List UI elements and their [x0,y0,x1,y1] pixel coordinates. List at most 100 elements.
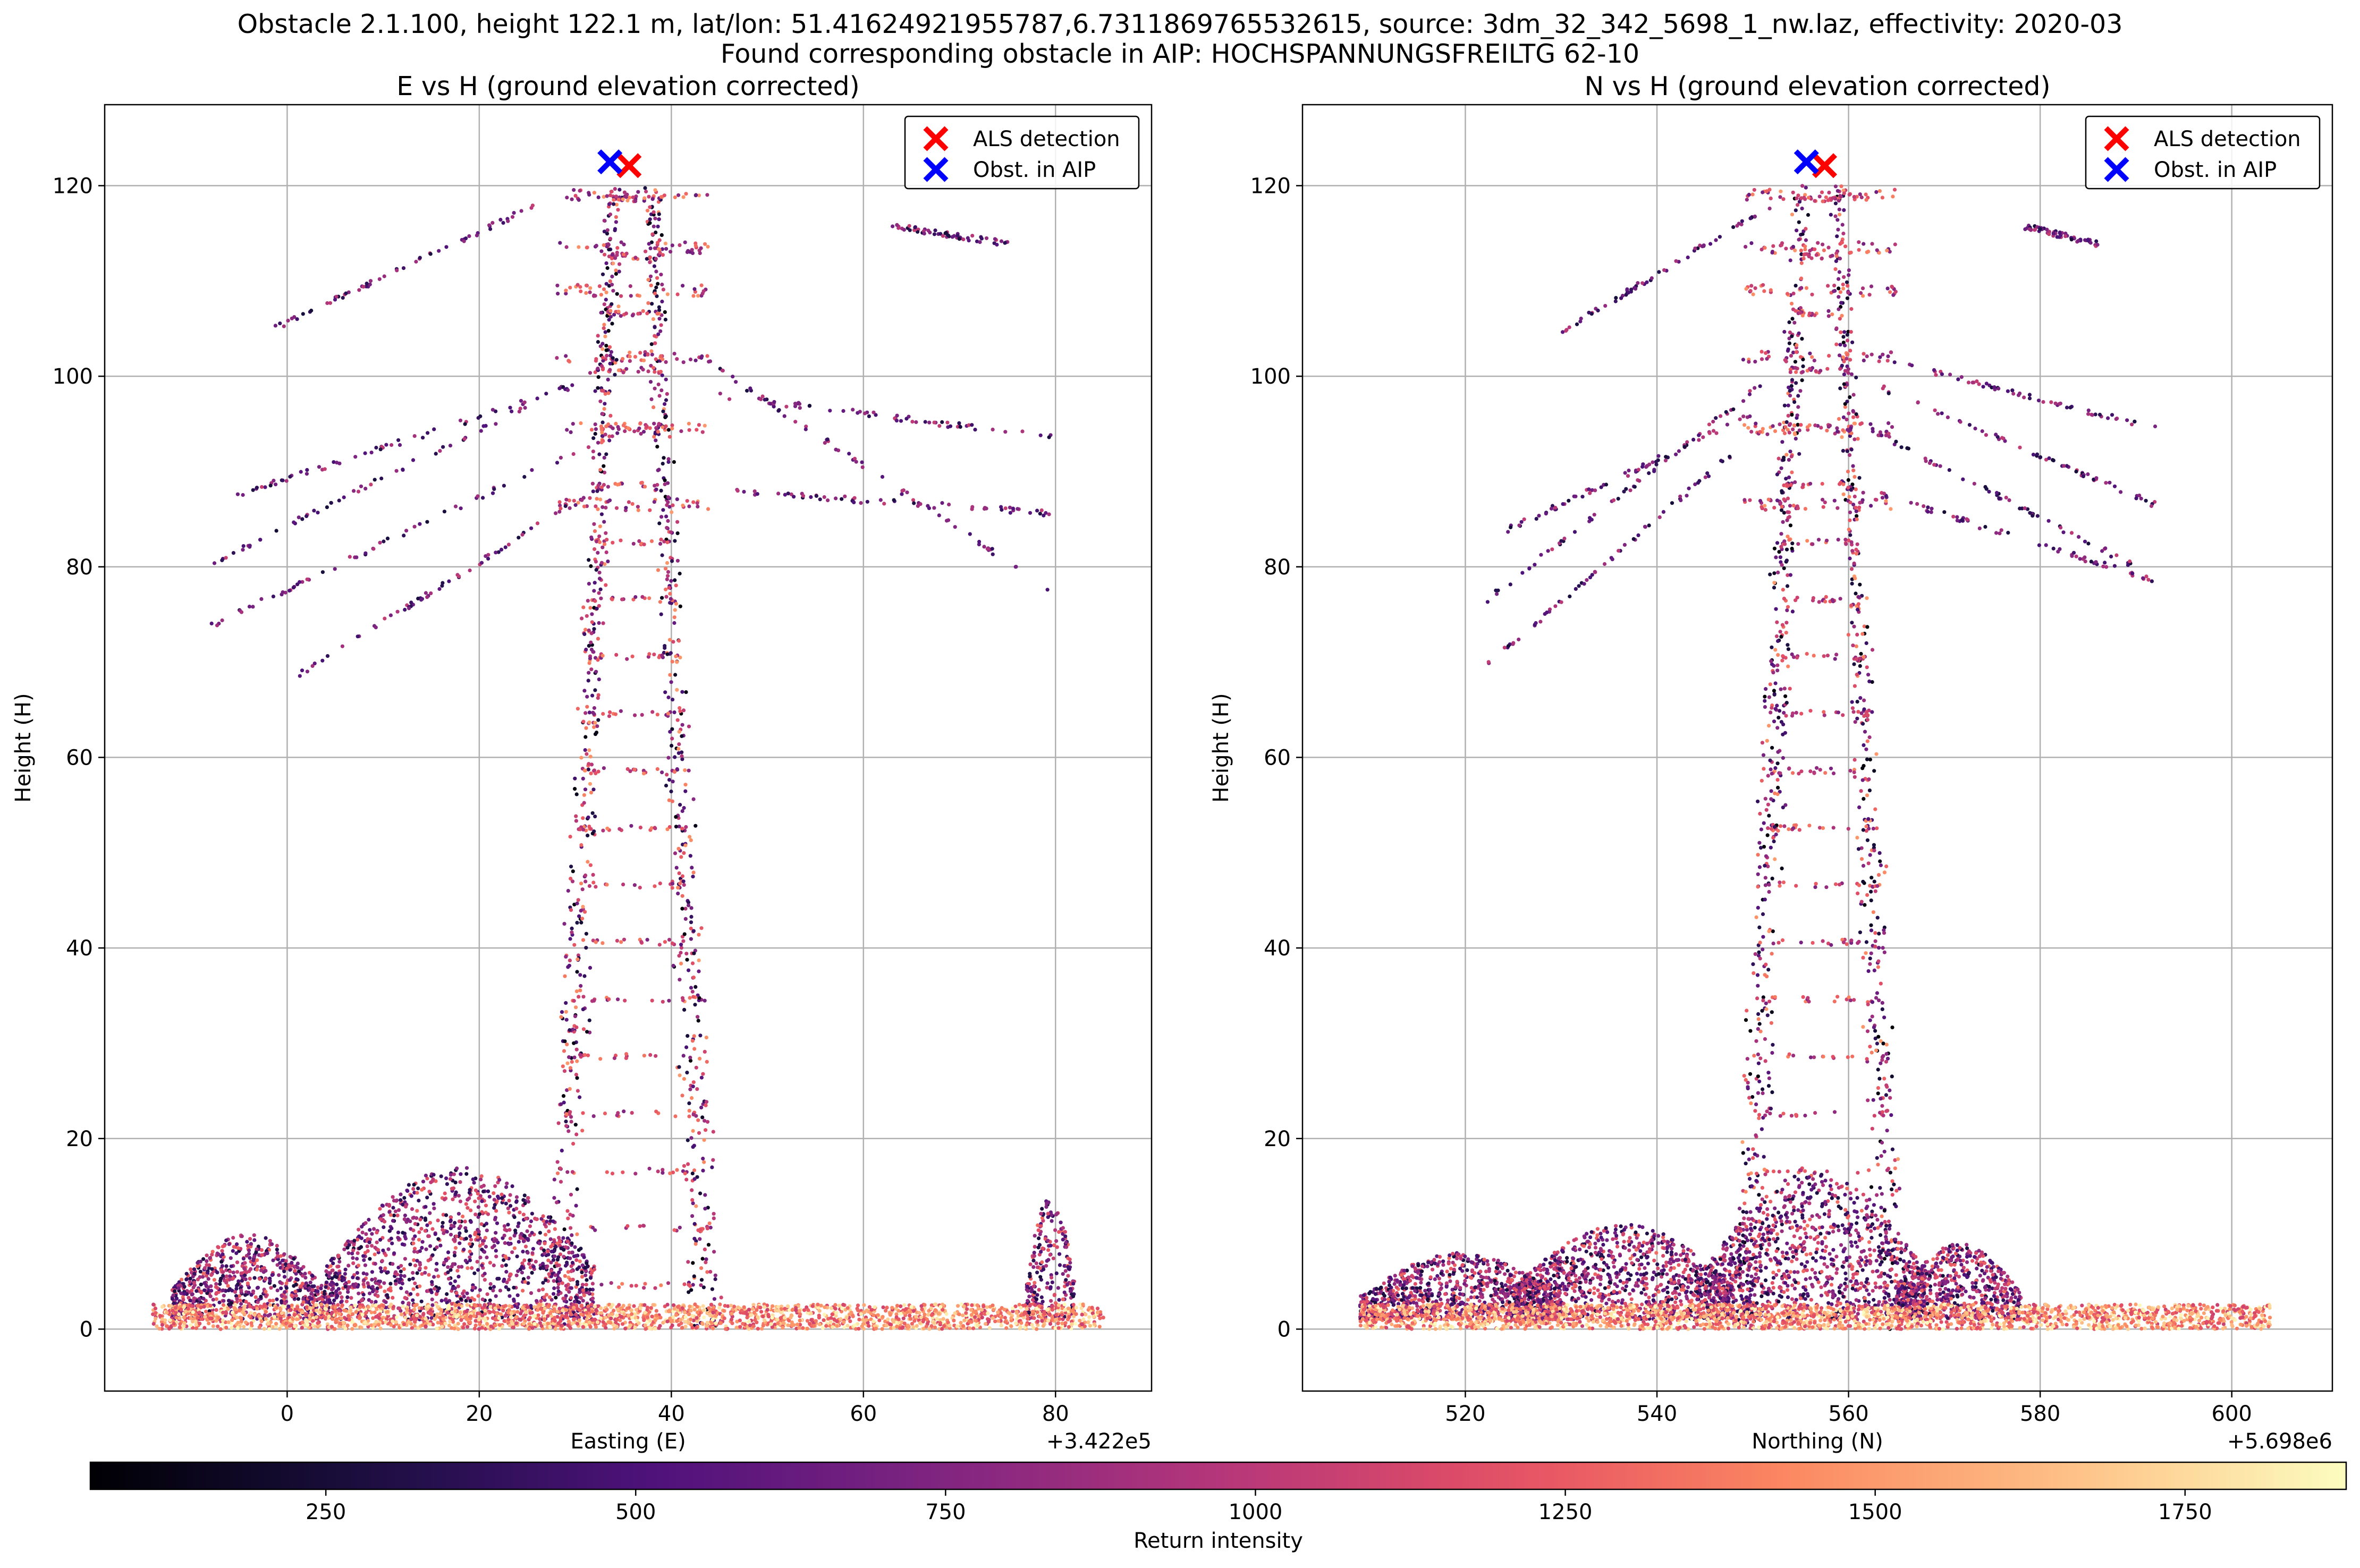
data-point [582,504,587,508]
data-point [197,1296,201,1301]
data-point [1042,1267,1046,1272]
data-point [383,1219,387,1224]
data-point [692,1222,697,1226]
data-point [648,260,652,265]
data-point [649,363,653,368]
data-point [268,484,273,488]
data-point [696,1019,700,1023]
data-point [1035,1265,1040,1269]
data-point [527,1258,531,1262]
data-point [581,995,586,999]
data-point [665,392,669,396]
data-point [684,690,688,694]
data-point [614,194,619,199]
data-point [530,1270,534,1275]
data-point [582,1255,586,1259]
data-point [325,301,329,306]
data-point [649,397,654,402]
data-point [872,410,876,414]
data-point [601,711,605,716]
data-point [252,1255,257,1259]
data-point [399,1274,403,1278]
data-point [399,1286,403,1291]
data-point [455,1268,460,1273]
data-point [607,248,611,252]
data-point [615,431,620,435]
data-point [523,1201,527,1206]
data-point [220,618,224,623]
data-point [525,1229,529,1233]
data-point [578,973,582,977]
data-point [590,1282,595,1286]
data-point [504,1269,509,1274]
data-point [390,1241,394,1245]
data-point [182,1285,187,1289]
data-point [1052,1293,1056,1298]
data-point [565,1239,570,1243]
data-point [429,1288,433,1292]
data-point [621,1170,625,1174]
data-point [264,1290,268,1294]
data-point [416,1292,420,1296]
data-point [453,1221,457,1225]
data-point [336,1287,341,1291]
data-point [593,422,597,427]
data-point [432,1275,436,1279]
data-point [611,426,615,430]
data-point [333,298,337,302]
data-point [241,493,245,497]
data-point [361,1292,366,1297]
data-point [399,1264,403,1268]
data-point [681,195,686,199]
data-point [266,1313,270,1318]
data-point [617,1285,621,1290]
data-point [688,357,693,362]
data-point [428,1221,433,1225]
data-point [481,496,485,500]
data-point [678,243,682,247]
data-point [711,1130,715,1134]
data-point [589,667,594,672]
data-point [614,421,618,426]
data-point [454,1291,459,1295]
data-point [488,1286,493,1290]
data-point [682,851,686,855]
data-point [494,1231,498,1235]
data-point [693,193,698,198]
data-point [677,742,681,747]
data-point [596,375,600,379]
data-point [587,582,591,586]
data-point [672,615,676,620]
data-point [613,712,618,716]
data-point [370,1270,375,1274]
data-point [615,938,619,943]
data-point [581,816,585,820]
data-point [586,599,590,603]
data-point [563,1274,567,1278]
data-point [557,500,562,504]
data-point [646,277,650,282]
data-point [590,1225,595,1230]
data-point [416,1186,420,1191]
data-point [626,426,630,430]
data-point [451,1197,455,1201]
data-point [678,978,682,982]
data-point [569,1269,573,1274]
data-point [244,1270,249,1275]
data-point [561,1236,565,1240]
data-point [390,1226,394,1231]
data-point [384,1300,388,1304]
data-point [457,574,461,579]
data-point [809,495,813,499]
data-point [1039,1224,1043,1228]
data-point [601,355,605,360]
data-point [666,695,671,700]
data-point [603,1111,607,1116]
data-point [363,551,368,555]
data-point [793,420,798,424]
data-point [656,224,660,228]
data-point [388,1282,393,1286]
data-point [606,391,611,395]
data-point [433,1232,437,1236]
data-point [608,353,613,358]
